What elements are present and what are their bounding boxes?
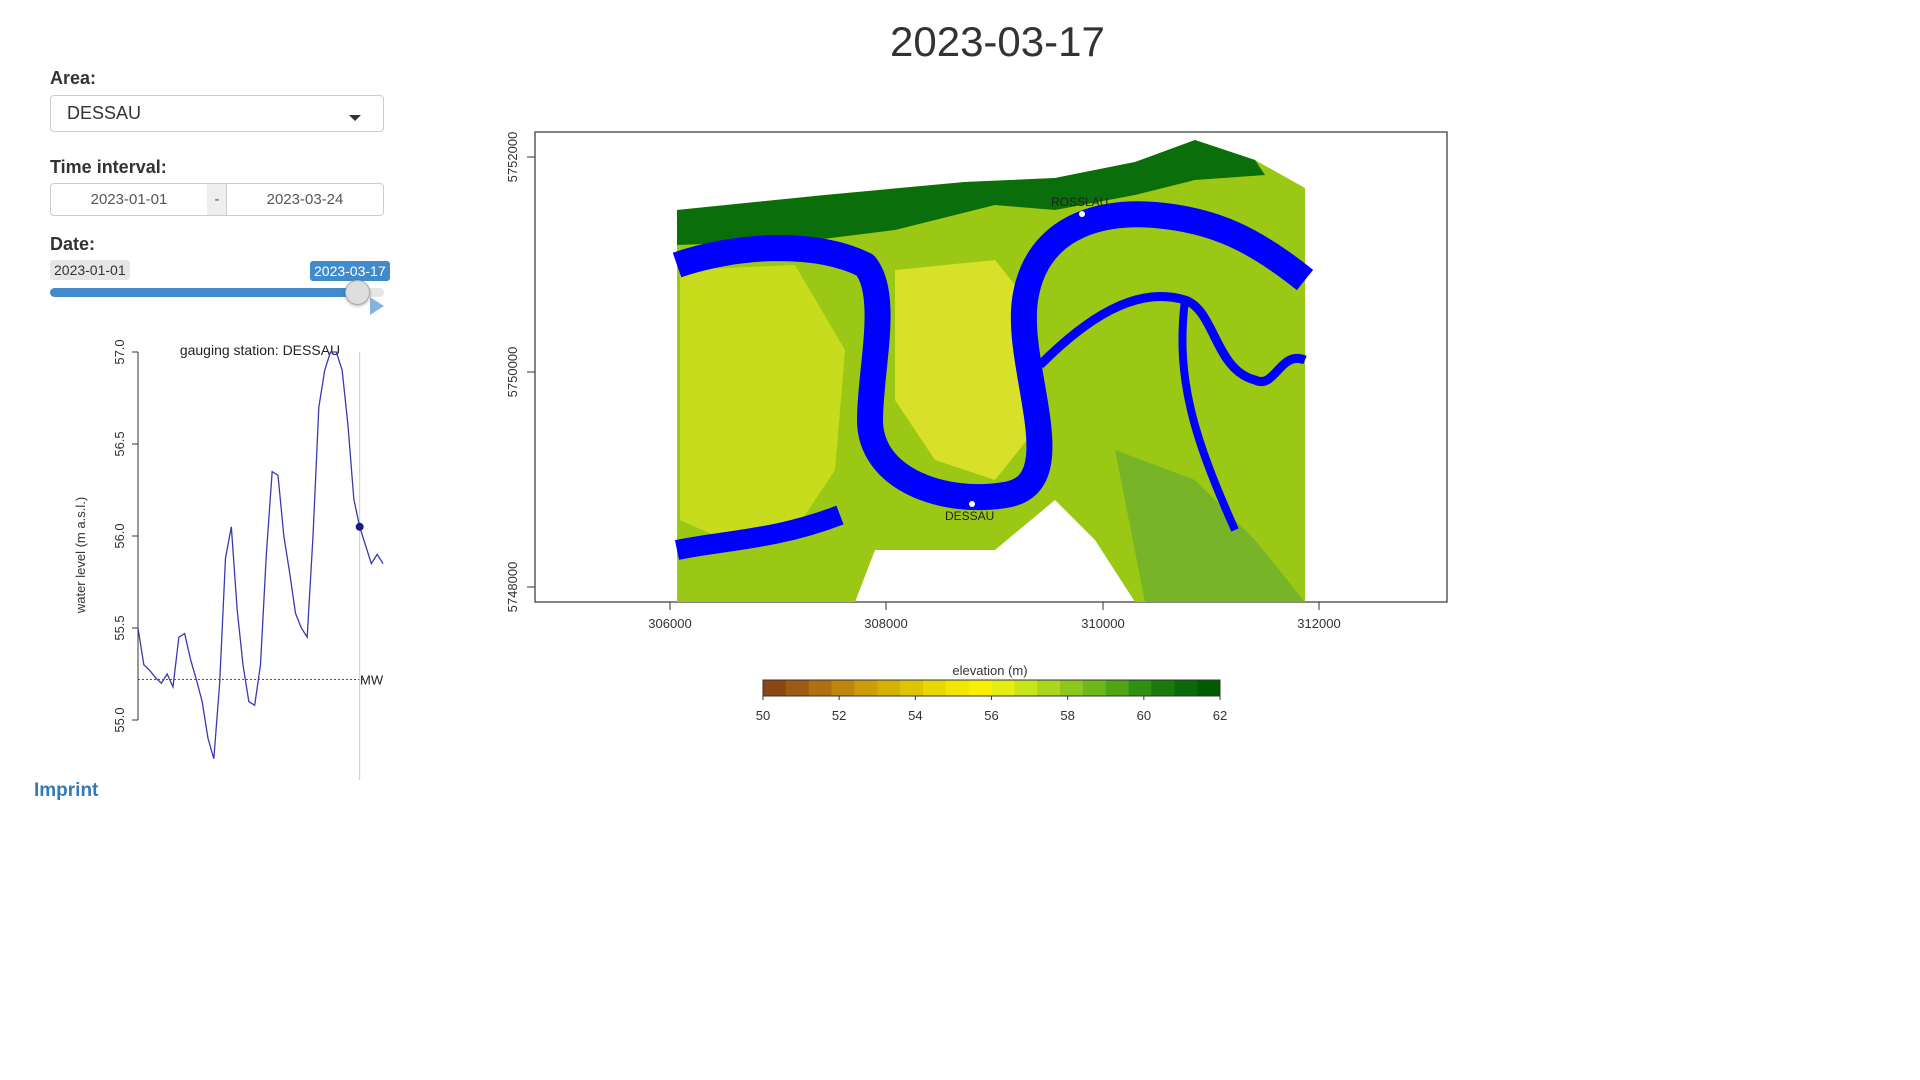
legend-swatch: [1151, 680, 1175, 696]
legend-swatch: [945, 680, 970, 696]
page-title: 2023-03-17: [890, 18, 1105, 65]
legend-tick-label: 54: [908, 708, 922, 723]
flood-map[interactable]: ROSSLAU DESSAU 306000 308000 310000 3120…: [495, 120, 1465, 630]
legend-swatch: [808, 680, 833, 696]
map-ytick: 5748000: [505, 562, 520, 613]
legend-swatch: [968, 680, 992, 696]
map-river: [672, 201, 1314, 511]
map-green-east: [1115, 450, 1305, 602]
hydrograph-chart: 55.0 55.5 56.0 56.5 57.0 water level (m a.s.l…: [73, 339, 384, 780]
legend-swatch: [763, 680, 787, 696]
legend-tick-label: 50: [756, 708, 770, 723]
map-high-terrain: [677, 140, 1265, 245]
legend-swatch: [877, 680, 901, 696]
interval-start-input[interactable]: 2023-01-01: [50, 183, 208, 216]
map-river-south: [1178, 299, 1239, 532]
map-xtick: 312000: [1297, 616, 1340, 630]
legend-swatch: [1037, 680, 1061, 696]
legend-color-scale: [762, 679, 1221, 697]
legend-tick-label: 60: [1137, 708, 1151, 723]
legend-swatch: [1197, 680, 1221, 696]
map-frame: [534, 131, 1448, 603]
legend-title: elevation (m): [952, 663, 1027, 678]
legend-swatch: [1174, 680, 1198, 696]
current-value-marker: [355, 522, 364, 531]
map-xtick: 306000: [648, 616, 691, 630]
interval-separator: -: [207, 183, 227, 216]
map-y-axis: 5748000 5750000 5752000: [505, 132, 535, 613]
hydro-ylabel: water level (m a.s.l.): [73, 497, 88, 614]
legend-tick-label: 62: [1213, 708, 1227, 723]
slider-current-label: 2023-03-17: [310, 261, 390, 281]
date-slider-bar: [50, 288, 358, 297]
dessau-marker: [969, 501, 975, 507]
legend-swatch: [854, 680, 878, 696]
legend-swatch: [1082, 680, 1107, 696]
mw-label: MW: [360, 673, 384, 688]
map-ytick: 5752000: [505, 132, 520, 183]
hydro-plot-area: gauging station: DESSAU MW: [137, 342, 384, 780]
legend-swatch: [831, 680, 855, 696]
area-label: Area:: [50, 68, 97, 88]
chevron-down-icon: [349, 115, 361, 121]
legend-ticks: 50 52 54 56 58 60 62: [756, 696, 1227, 723]
area-select[interactable]: DESSAU: [50, 95, 384, 132]
map-river-arm: [1036, 292, 1307, 387]
legend-swatch: [785, 680, 810, 696]
legend-swatch: [1014, 680, 1038, 696]
hydro-ytick-label: 57.0: [112, 339, 127, 364]
legend-tick-label: 56: [984, 708, 998, 723]
legend-tick-label: 58: [1060, 708, 1074, 723]
water-level-line: [137, 351, 384, 759]
map-label-dessau: DESSAU: [945, 509, 994, 523]
elevation-legend: elevation (m) 50 52 54 56 58 60 62: [756, 663, 1227, 723]
legend-tick-label: 52: [832, 708, 846, 723]
hydro-ytick-label: 56.5: [112, 431, 127, 456]
date-label: Date:: [50, 234, 96, 254]
time-interval-label: Time interval:: [50, 157, 167, 177]
rosslau-marker: [1079, 211, 1085, 217]
legend-swatch: [1128, 680, 1152, 696]
slider-min-label: 2023-01-01: [50, 260, 130, 280]
map-yellow-center: [895, 260, 1035, 480]
map-xtick: 308000: [864, 616, 907, 630]
area-select-value: DESSAU: [67, 103, 142, 123]
hydro-ytick-label: 55.5: [112, 615, 127, 640]
hydro-y-axis: 55.0 55.5 56.0 56.5 57.0 water level (m a.s.l…: [73, 339, 139, 733]
interval-end-input[interactable]: 2023-03-24: [226, 183, 384, 216]
legend-swatch: [922, 680, 947, 696]
legend-swatch: [900, 680, 924, 696]
date-slider-handle[interactable]: [345, 280, 371, 305]
hydro-ytick-label: 55.0: [112, 707, 127, 732]
legend-swatch: [991, 680, 1015, 696]
hydro-title: gauging station: DESSAU: [180, 342, 340, 358]
legend-swatch: [1105, 680, 1130, 696]
map-x-axis: 306000 308000 310000 312000: [648, 602, 1341, 630]
map-river-west: [674, 505, 844, 560]
hydro-ytick-label: 56.0: [112, 523, 127, 548]
map-xtick: 310000: [1081, 616, 1124, 630]
map-ytick: 5750000: [505, 347, 520, 398]
map-label-rosslau: ROSSLAU: [1051, 195, 1108, 209]
play-icon[interactable]: [370, 297, 384, 315]
legend-swatch: [1060, 680, 1084, 696]
map-yellow-west: [680, 265, 845, 540]
imprint-link[interactable]: Imprint: [34, 780, 99, 801]
